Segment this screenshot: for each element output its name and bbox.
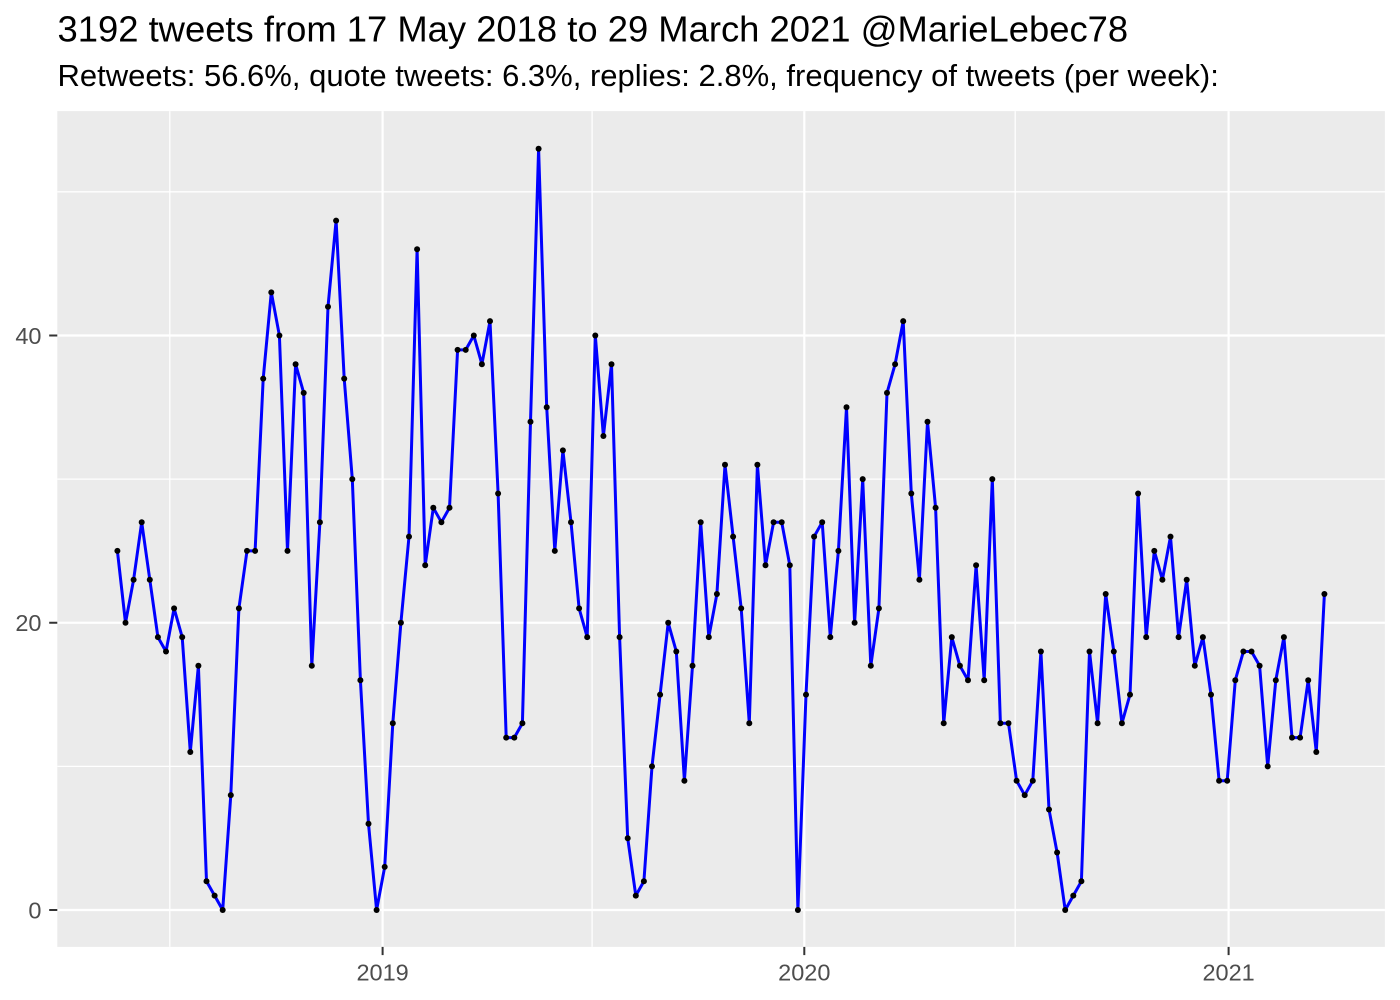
svg-text:2019: 2019 bbox=[356, 959, 408, 985]
svg-text:20: 20 bbox=[15, 610, 41, 636]
svg-text:2020: 2020 bbox=[778, 959, 830, 985]
svg-text:2021: 2021 bbox=[1202, 959, 1254, 985]
svg-text:0: 0 bbox=[28, 897, 41, 923]
svg-text:3192 tweets from 17 May 2018 t: 3192 tweets from 17 May 2018 to 29 March… bbox=[58, 9, 1129, 50]
svg-text:Retweets: 56.6%, quote tweets:: Retweets: 56.6%, quote tweets: 6.3%, rep… bbox=[58, 58, 1219, 93]
svg-text:40: 40 bbox=[15, 323, 41, 349]
